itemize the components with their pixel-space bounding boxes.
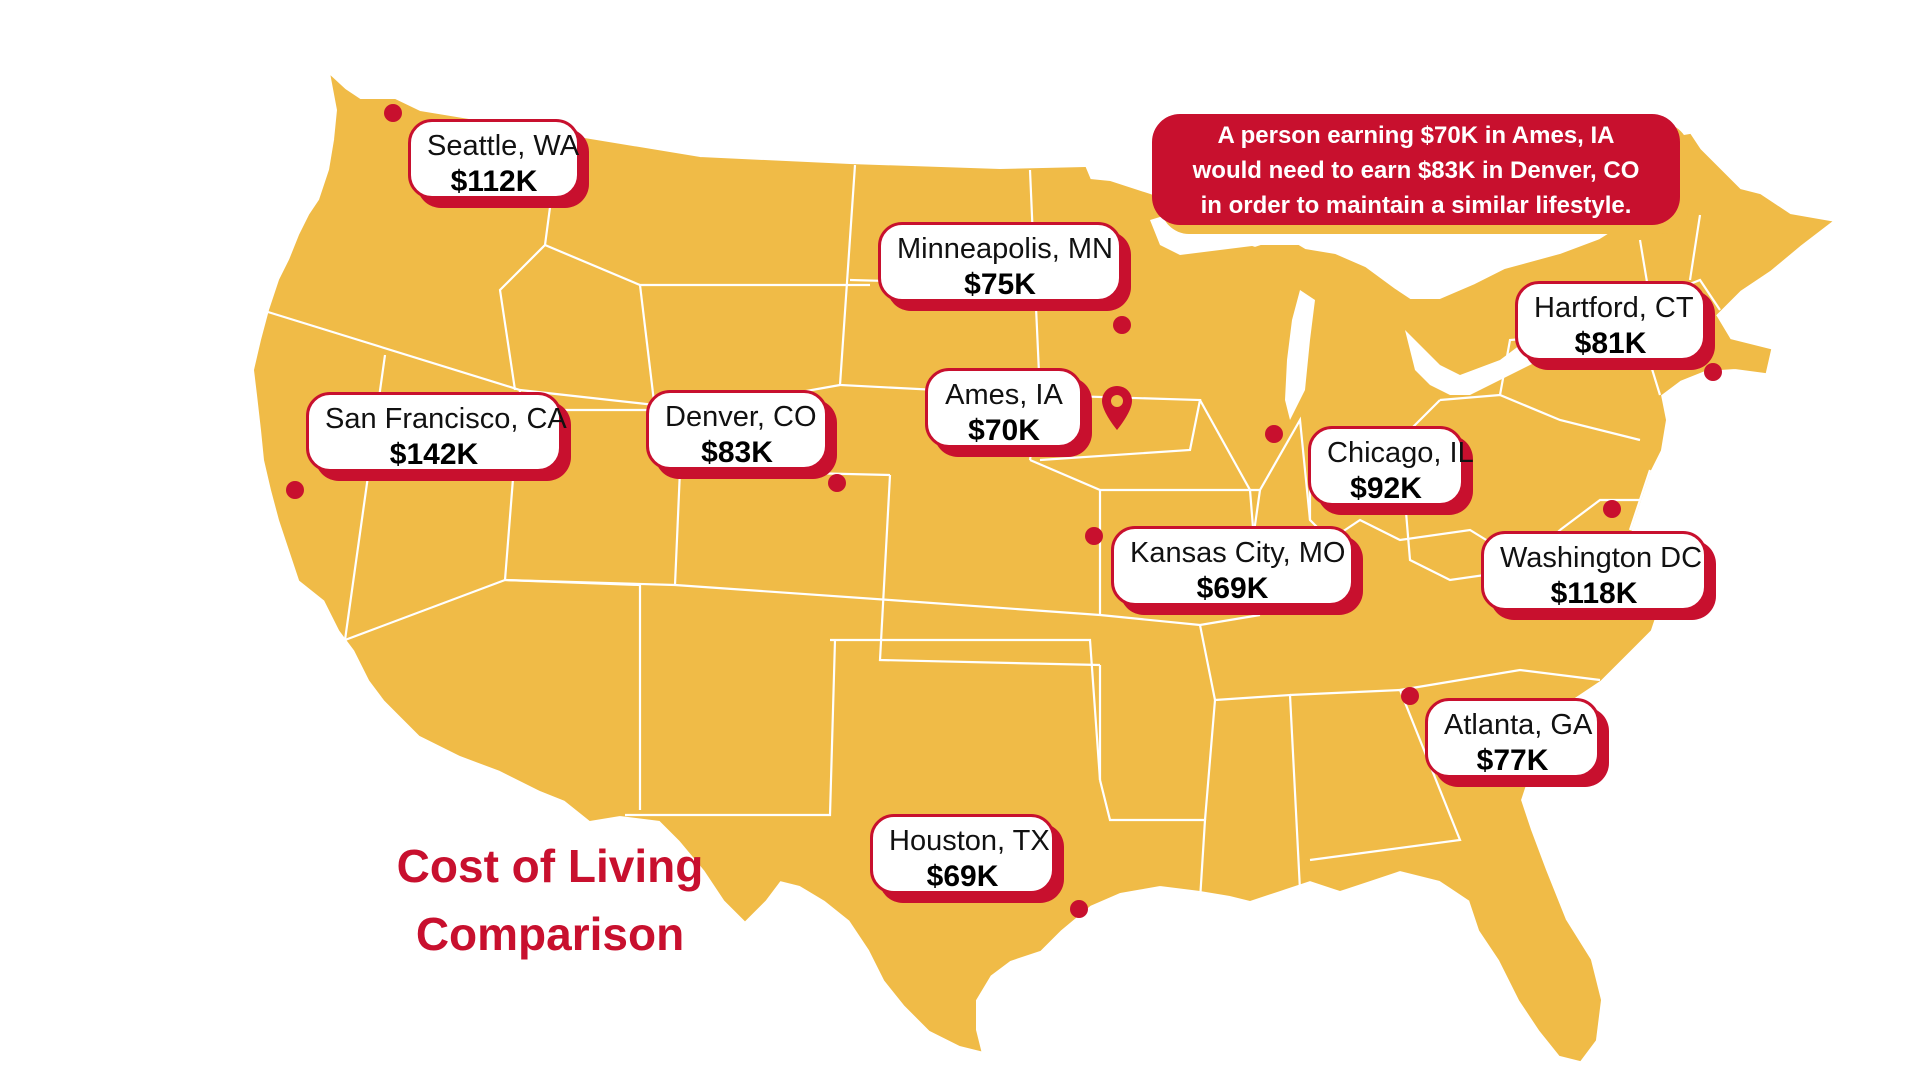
city-dot-seattle [384, 104, 402, 122]
callout-denver: Denver, CO $83K [646, 390, 828, 470]
callout-seattle: Seattle, WA $112K [408, 119, 580, 199]
lake-michigan [1285, 290, 1315, 420]
callout-ames: Ames, IA $70K [925, 368, 1083, 448]
callout-houston: Houston, TX $69K [870, 814, 1055, 894]
title-line-2: Comparison [415, 908, 685, 960]
callout-san-francisco: San Francisco, CA $142K [306, 392, 567, 472]
note-line-1: A person earning $70K in Ames, IA [1217, 122, 1615, 149]
city-dot-san-francisco [286, 481, 304, 499]
comparison-note: A person earning $70K in Ames, IA would … [1152, 114, 1680, 225]
callout-kansas-city: Kansas City, MO $69K [1111, 526, 1354, 606]
city-name: Washington DC [1500, 542, 1703, 574]
city-name: Houston, TX [889, 825, 1050, 857]
city-cost: $112K [450, 165, 538, 198]
note-line-2: would need to earn $83K in Denver, CO [1192, 157, 1640, 184]
city-dot-atlanta [1401, 687, 1419, 705]
callout-chicago: Chicago, IL $92K [1308, 426, 1474, 506]
city-name: Kansas City, MO [1130, 537, 1346, 569]
page-title: Cost of Living Comparison [340, 832, 760, 968]
note-line-3: in order to maintain a similar lifestyle… [1200, 192, 1632, 219]
city-cost: $70K [968, 414, 1040, 447]
city-cost: $69K [926, 860, 999, 893]
city-name: Seattle, WA [427, 130, 580, 162]
city-name: Hartford, CT [1534, 292, 1694, 324]
city-cost: $83K [701, 436, 773, 469]
city-name: Denver, CO [665, 401, 817, 433]
callout-washington-dc: Washington DC $118K [1481, 531, 1707, 611]
city-cost: $69K [1196, 572, 1269, 605]
city-name: Atlanta, GA [1444, 709, 1593, 741]
location-pin-icon [1102, 386, 1132, 430]
city-name: San Francisco, CA [325, 403, 567, 435]
city-dot-kansas-city [1085, 527, 1103, 545]
city-name: Chicago, IL [1327, 437, 1474, 469]
city-cost: $81K [1574, 327, 1647, 360]
city-dot-hartford [1704, 363, 1722, 381]
city-dot-minneapolis [1113, 316, 1131, 334]
callout-hartford: Hartford, CT $81K [1515, 281, 1706, 361]
city-cost: $92K [1350, 472, 1422, 505]
city-cost: $118K [1550, 577, 1638, 610]
city-cost: $77K [1476, 744, 1549, 777]
city-dot-washington-dc [1603, 500, 1621, 518]
city-name: Ames, IA [945, 379, 1063, 411]
city-dot-chicago [1265, 425, 1283, 443]
city-name: Minneapolis, MN [897, 233, 1113, 265]
city-cost: $142K [389, 438, 479, 471]
title-line-1: Cost of Living [396, 840, 704, 892]
callout-minneapolis: Minneapolis, MN $75K [878, 222, 1122, 302]
callout-atlanta: Atlanta, GA $77K [1425, 698, 1600, 778]
city-dot-houston [1070, 900, 1088, 918]
city-dot-denver [828, 474, 846, 492]
city-cost: $75K [964, 268, 1036, 301]
